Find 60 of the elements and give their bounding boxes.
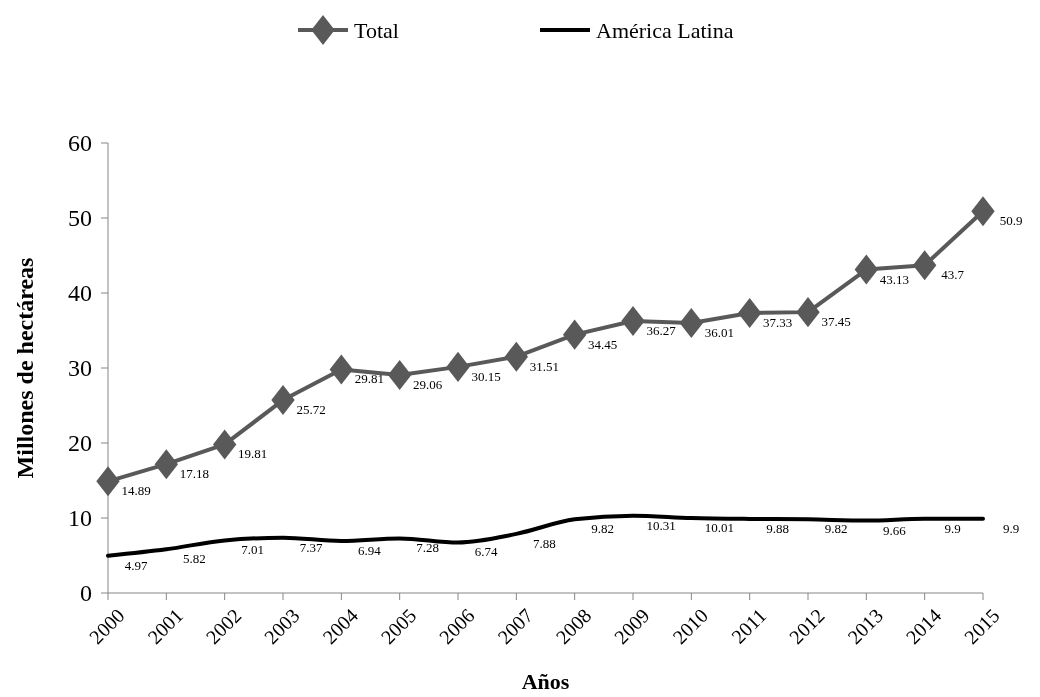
data-label: 31.51 [529, 358, 559, 374]
y-tick-label: 0 [80, 580, 92, 607]
y-tick-label: 30 [68, 355, 92, 382]
data-label: 25.72 [296, 402, 326, 418]
point [446, 351, 470, 382]
data-label: 6.74 [474, 544, 498, 560]
data-label: 36.01 [704, 324, 734, 340]
legend-label: Total [354, 17, 399, 43]
data-label: 10.01 [704, 519, 734, 535]
point [271, 385, 295, 416]
y-tick-label: 40 [68, 280, 92, 307]
data-label: 10.31 [646, 517, 676, 533]
point [329, 354, 354, 385]
data-label: 9.66 [882, 522, 907, 538]
point [679, 307, 704, 338]
x-tick-label: 2011 [727, 604, 771, 648]
data-label: 37.33 [763, 315, 793, 331]
y-axis-title: Millones de hectáreas [12, 257, 38, 479]
x-axis-title: Años [521, 669, 570, 694]
data-label: 14.89 [121, 483, 151, 499]
data-label: 4.97 [124, 557, 148, 573]
y-tick-label: 50 [68, 205, 92, 232]
point [212, 429, 237, 460]
point [854, 254, 879, 285]
data-label: 43.7 [941, 267, 965, 283]
data-label: 9.88 [766, 520, 790, 536]
point [387, 360, 412, 391]
point [912, 250, 937, 281]
data-label: 9.82 [824, 521, 848, 537]
y-tick-label: 10 [68, 505, 92, 532]
point [971, 196, 995, 227]
y-tick-label: 20 [68, 430, 92, 457]
point [796, 297, 820, 328]
data-label: 50.9 [999, 213, 1023, 229]
data-label: 6.94 [357, 542, 382, 558]
point [562, 319, 587, 350]
point [737, 298, 762, 329]
legend-label: América Latina [596, 17, 734, 43]
data-label: 29.06 [413, 377, 443, 393]
data-label: 7.37 [299, 539, 323, 555]
data-label: 19.81 [238, 446, 268, 462]
data-label: 17.18 [179, 466, 209, 482]
point [504, 341, 529, 372]
point [154, 449, 179, 480]
data-label: 9.9 [1002, 520, 1020, 536]
data-label: 36.27 [646, 322, 677, 338]
data-label: 5.82 [182, 551, 206, 567]
data-label: 9.82 [591, 521, 615, 537]
data-label: 7.28 [416, 540, 440, 556]
point [96, 466, 120, 497]
data-label: 9.9 [944, 520, 961, 536]
data-label: 34.45 [588, 336, 618, 352]
data-label: 37.45 [821, 314, 851, 330]
data-label: 29.81 [354, 371, 384, 387]
data-label: 30.15 [471, 368, 501, 384]
point [621, 305, 645, 336]
data-label: 7.88 [532, 535, 556, 551]
y-tick-label: 60 [68, 130, 92, 157]
data-label: 7.01 [241, 542, 265, 558]
data-label: 43.13 [879, 271, 909, 287]
